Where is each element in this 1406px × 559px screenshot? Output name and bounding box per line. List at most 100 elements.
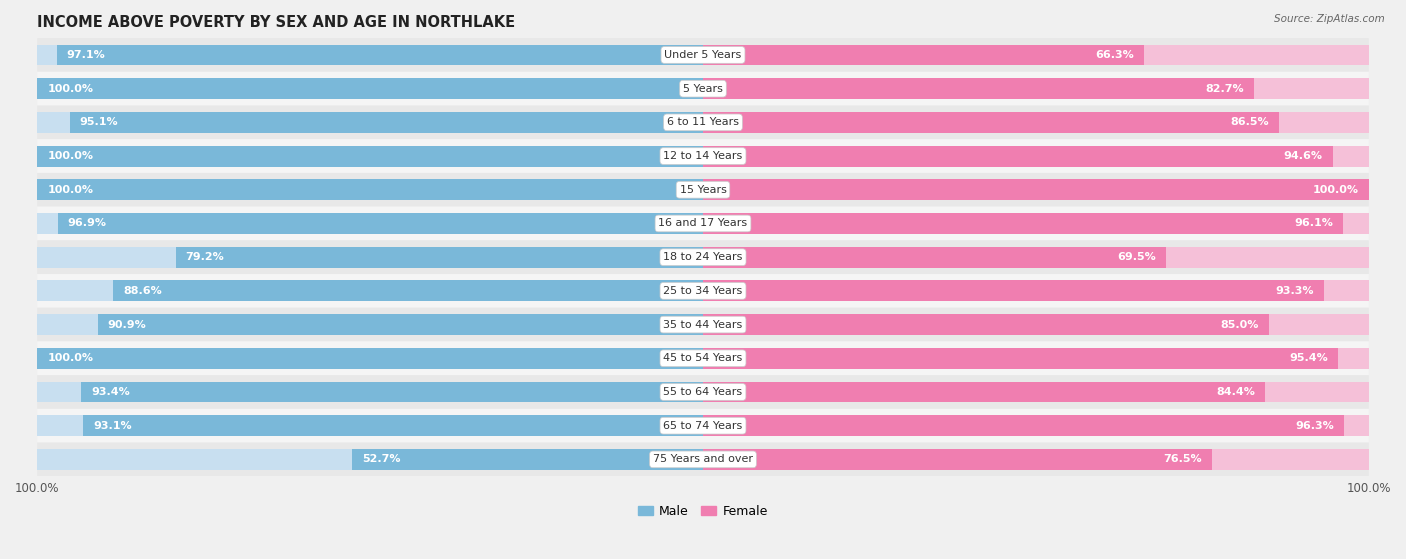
Text: 94.6%: 94.6% [1284,151,1323,161]
Text: 16 and 17 Years: 16 and 17 Years [658,219,748,229]
Bar [703,78,1254,99]
Text: 5 Years: 5 Years [683,84,723,94]
FancyBboxPatch shape [37,106,1369,139]
Bar [37,213,703,234]
Text: 95.4%: 95.4% [1289,353,1329,363]
Text: 55 to 64 Years: 55 to 64 Years [664,387,742,397]
Bar [703,281,1369,301]
Bar [37,112,703,133]
Text: 79.2%: 79.2% [186,252,225,262]
Bar [703,45,1369,65]
Text: 93.4%: 93.4% [91,387,129,397]
Bar [703,146,1369,167]
Bar [37,348,703,369]
Bar [98,314,703,335]
Text: 100.0%: 100.0% [48,84,93,94]
Bar [37,179,703,200]
FancyBboxPatch shape [37,274,1369,307]
Text: 82.7%: 82.7% [1205,84,1243,94]
Bar [703,348,1339,369]
Text: 76.5%: 76.5% [1164,454,1202,465]
FancyBboxPatch shape [37,375,1369,409]
FancyBboxPatch shape [37,38,1369,72]
Bar [703,382,1369,402]
Text: 65 to 74 Years: 65 to 74 Years [664,421,742,430]
Bar [37,281,703,301]
Text: 15 Years: 15 Years [679,185,727,195]
Text: INCOME ABOVE POVERTY BY SEX AND AGE IN NORTHLAKE: INCOME ABOVE POVERTY BY SEX AND AGE IN N… [37,15,516,30]
Text: 100.0%: 100.0% [48,185,93,195]
Bar [703,449,1369,470]
Text: 69.5%: 69.5% [1116,252,1156,262]
FancyBboxPatch shape [37,443,1369,476]
FancyBboxPatch shape [37,342,1369,375]
Bar [56,45,703,65]
Text: 6 to 11 Years: 6 to 11 Years [666,117,740,127]
FancyBboxPatch shape [37,409,1369,443]
Bar [37,179,703,200]
Bar [112,281,703,301]
FancyBboxPatch shape [37,207,1369,240]
Text: 52.7%: 52.7% [363,454,401,465]
Bar [703,348,1369,369]
Bar [703,146,1333,167]
Bar [37,45,703,65]
Bar [37,415,703,436]
Bar [703,112,1369,133]
Bar [703,247,1166,268]
Text: 97.1%: 97.1% [66,50,105,60]
Text: 95.1%: 95.1% [80,117,118,127]
Text: 66.3%: 66.3% [1095,50,1135,60]
Bar [37,146,703,167]
Bar [703,314,1268,335]
Text: 75 Years and over: 75 Years and over [652,454,754,465]
Text: 100.0%: 100.0% [48,353,93,363]
FancyBboxPatch shape [37,307,1369,342]
Text: 25 to 34 Years: 25 to 34 Years [664,286,742,296]
Bar [37,348,703,369]
Bar [703,78,1369,99]
Bar [37,247,703,268]
Text: 100.0%: 100.0% [1313,185,1358,195]
Bar [703,281,1324,301]
Text: 45 to 54 Years: 45 to 54 Years [664,353,742,363]
Bar [176,247,703,268]
Text: 93.1%: 93.1% [93,421,132,430]
Bar [703,112,1279,133]
Text: 18 to 24 Years: 18 to 24 Years [664,252,742,262]
Text: 93.3%: 93.3% [1275,286,1315,296]
Bar [703,415,1369,436]
Text: Source: ZipAtlas.com: Source: ZipAtlas.com [1274,14,1385,24]
Bar [703,449,1212,470]
Bar [37,382,703,402]
Text: 100.0%: 100.0% [48,151,93,161]
Text: 88.6%: 88.6% [124,286,162,296]
FancyBboxPatch shape [37,240,1369,274]
Text: 85.0%: 85.0% [1220,320,1258,330]
Text: 96.3%: 96.3% [1295,421,1334,430]
Bar [58,213,703,234]
Text: 96.9%: 96.9% [67,219,107,229]
Bar [703,213,1369,234]
Text: Under 5 Years: Under 5 Years [665,50,741,60]
Text: 90.9%: 90.9% [108,320,146,330]
FancyBboxPatch shape [37,139,1369,173]
Text: 84.4%: 84.4% [1216,387,1256,397]
Text: 35 to 44 Years: 35 to 44 Years [664,320,742,330]
Bar [37,146,703,167]
Bar [703,45,1144,65]
Bar [703,382,1265,402]
Bar [703,213,1343,234]
Bar [37,78,703,99]
Bar [703,247,1369,268]
Bar [703,415,1344,436]
Bar [703,179,1369,200]
Bar [37,314,703,335]
FancyBboxPatch shape [37,72,1369,106]
Bar [83,415,703,436]
Bar [37,449,703,470]
Bar [703,179,1369,200]
Text: 96.1%: 96.1% [1294,219,1333,229]
Bar [703,314,1369,335]
Bar [82,382,703,402]
